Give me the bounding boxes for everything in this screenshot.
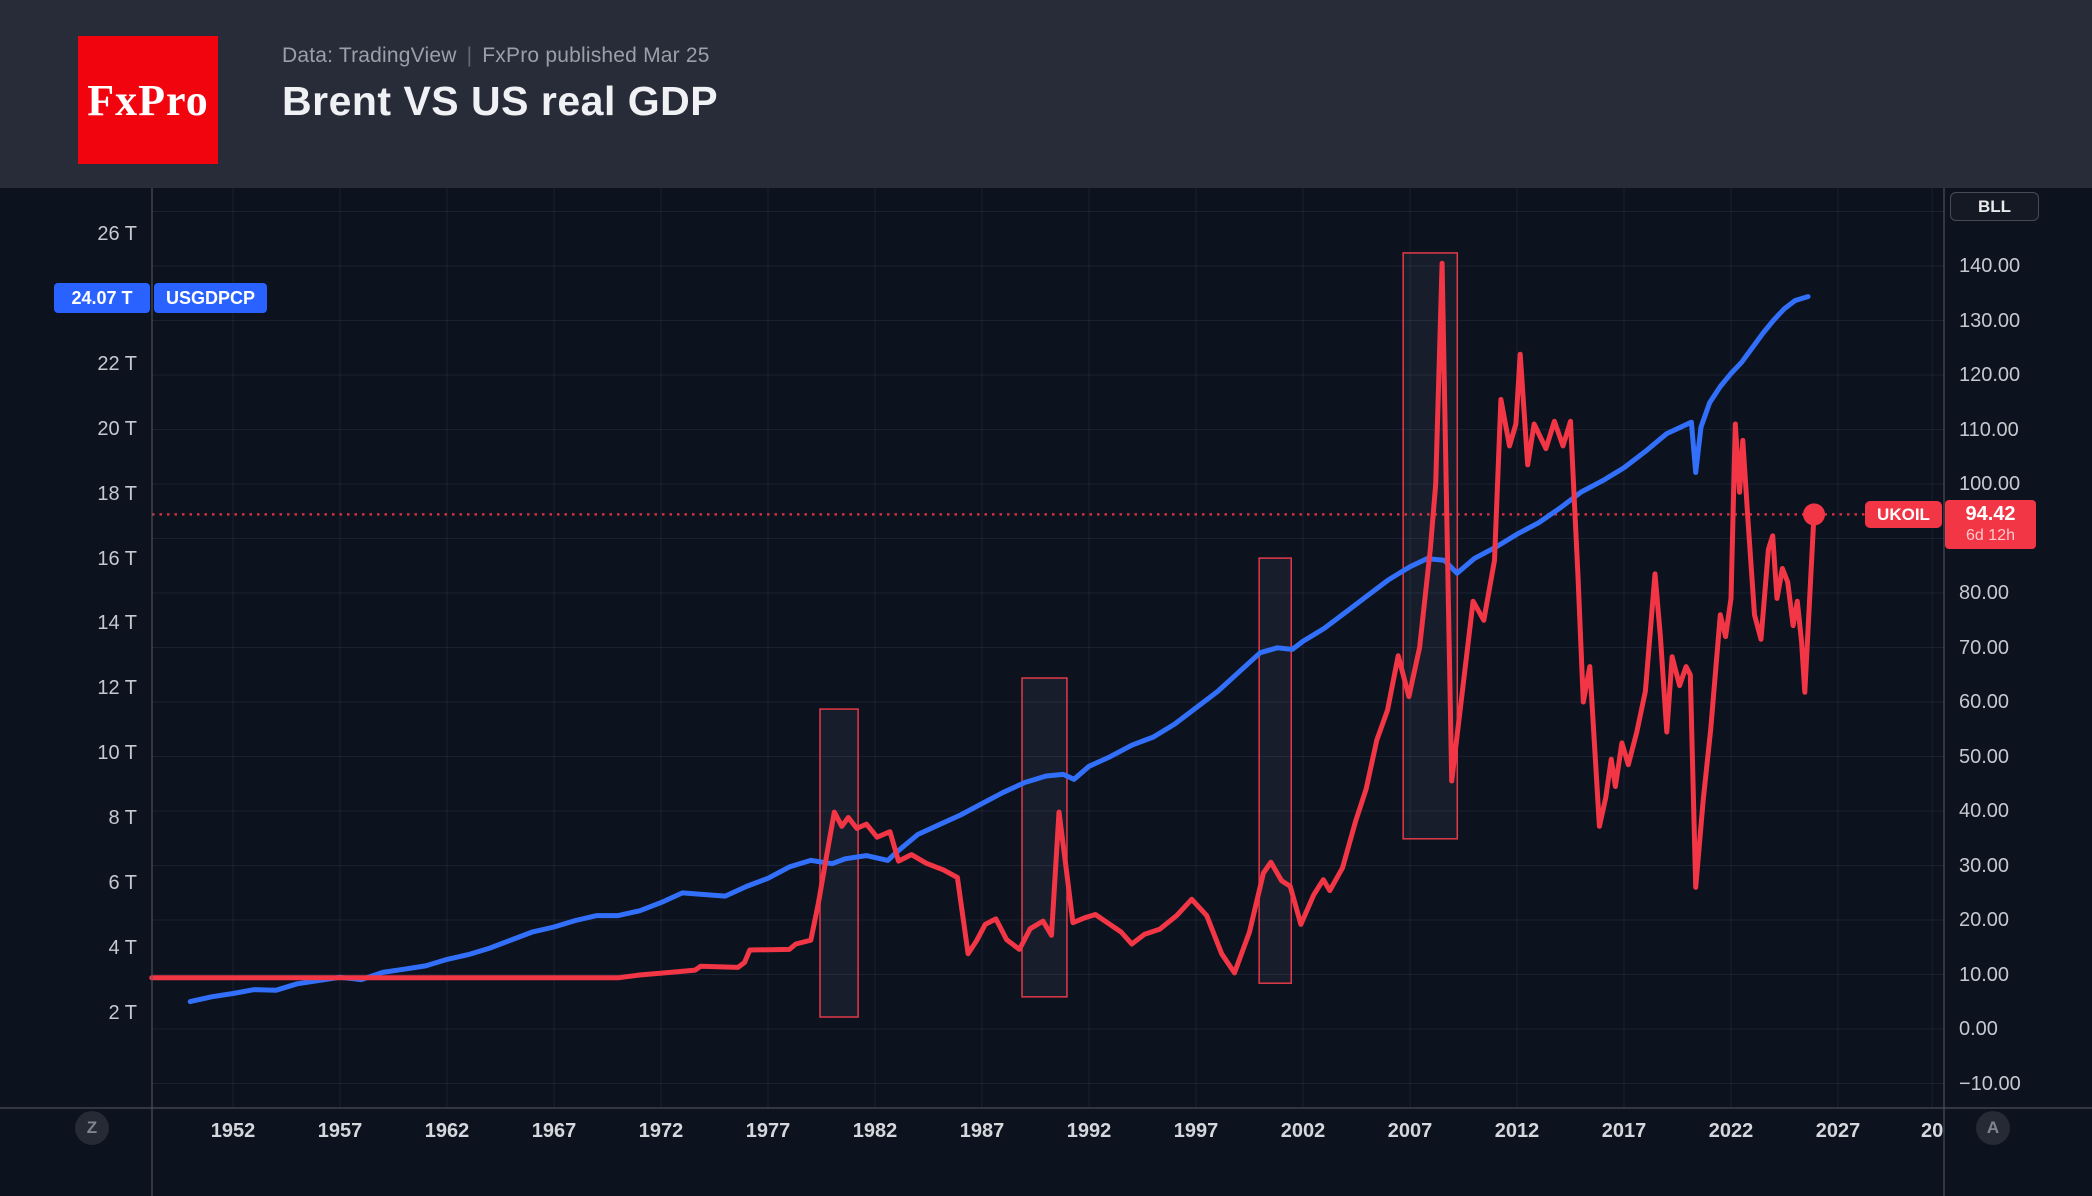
x-axis-tick: 1997 bbox=[1173, 1120, 1219, 1142]
source-suffix: FxPro published Mar 25 bbox=[482, 44, 710, 67]
usgdpcp-series-badge: USGDPCP bbox=[154, 283, 267, 313]
x-axis-tick: 1987 bbox=[959, 1120, 1005, 1142]
right-axis-tick: 30.00 bbox=[1959, 854, 2010, 877]
x-axis-tick: 1992 bbox=[1066, 1120, 1112, 1142]
source-prefix: Data: TradingView bbox=[282, 44, 457, 67]
left-axis-tick: 10 T bbox=[97, 742, 137, 765]
left-axis-tick: 18 T bbox=[97, 482, 137, 505]
left-axis-tick: 20 T bbox=[97, 417, 137, 440]
fxpro-logo-text: FxPro bbox=[87, 75, 209, 125]
header: FxPro Data: TradingView | FxPro published … bbox=[0, 0, 2092, 188]
x-axis-tick: 2017 bbox=[1601, 1120, 1647, 1142]
auto-scale-button[interactable]: A bbox=[1976, 1111, 2010, 1145]
x-axis-tick: 1972 bbox=[638, 1120, 684, 1142]
right-axis-tick: 70.00 bbox=[1959, 636, 2010, 659]
x-axis-tick: 20 bbox=[1921, 1120, 1944, 1142]
x-axis-tick: 2002 bbox=[1280, 1120, 1326, 1142]
ukoil-price-value: 94.42 bbox=[1965, 502, 2016, 525]
x-axis-tick: 1967 bbox=[531, 1120, 577, 1142]
right-axis-tick: 50.00 bbox=[1959, 745, 2010, 768]
plot-canvas[interactable] bbox=[0, 188, 2092, 1196]
left-axis-tick: 26 T bbox=[97, 222, 137, 245]
right-axis-tick: 10.00 bbox=[1959, 963, 2010, 986]
right-axis-tick: 130.00 bbox=[1959, 309, 2021, 332]
right-axis-tick: −10.00 bbox=[1959, 1072, 2021, 1095]
x-axis-tick: 1982 bbox=[852, 1120, 898, 1142]
ukoil-last-point-marker bbox=[1803, 503, 1826, 526]
right-axis-tick: 110.00 bbox=[1959, 418, 2019, 441]
right-axis-tick: 60.00 bbox=[1959, 691, 2010, 713]
unit-badge-bll: BLL bbox=[1950, 192, 2039, 221]
ukoil-price-badge: 94.42 6d 12h bbox=[1945, 500, 2036, 549]
ukoil-series-badge: UKOIL bbox=[1865, 501, 1942, 528]
left-axis-tick: 16 T bbox=[97, 547, 137, 570]
right-axis-tick: 0.00 bbox=[1959, 1018, 1998, 1040]
source-separator: | bbox=[466, 44, 473, 67]
series-usgdpcp bbox=[187, 294, 1811, 1005]
x-axis-tick: 1977 bbox=[745, 1120, 791, 1142]
left-axis-tick: 22 T bbox=[97, 352, 137, 375]
page-title: Brent VS US real GDP bbox=[282, 78, 719, 124]
x-axis-tick: 1957 bbox=[317, 1120, 363, 1142]
left-axis-tick: 14 T bbox=[97, 612, 137, 635]
left-axis-tick: 8 T bbox=[108, 807, 137, 830]
source-line: Data: TradingView | FxPro published Mar 25 bbox=[282, 44, 718, 68]
left-axis-tick: 6 T bbox=[108, 872, 137, 895]
left-axis-tick: 12 T bbox=[97, 677, 137, 700]
usgdpcp-value-badge: 24.07 T bbox=[54, 283, 150, 313]
recession-band bbox=[1258, 557, 1292, 984]
fxpro-logo: FxPro bbox=[78, 36, 218, 164]
right-axis-tick: 100.00 bbox=[1959, 473, 2021, 495]
series-ukoil bbox=[149, 260, 1817, 981]
right-axis-tick: 140.00 bbox=[1959, 255, 2021, 277]
x-axis-tick: 1962 bbox=[424, 1120, 470, 1142]
x-axis-tick: 2012 bbox=[1494, 1120, 1540, 1142]
x-axis-tick: 2022 bbox=[1708, 1120, 1754, 1142]
x-axis-tick: 2027 bbox=[1815, 1120, 1861, 1142]
right-axis-tick: 120.00 bbox=[1959, 364, 2021, 386]
x-axis-tick: 2007 bbox=[1387, 1120, 1433, 1142]
timezone-button[interactable]: Z bbox=[75, 1111, 109, 1145]
left-axis-tick: 4 T bbox=[108, 937, 137, 960]
chart-area: 26 T 22 T 20 T 18 T 16 T 14 T 12 T 10 T 8 T 6 T 4 … bbox=[0, 188, 2092, 1196]
right-axis-tick: 80.00 bbox=[1959, 582, 2010, 604]
left-axis-tick: 2 T bbox=[108, 1002, 137, 1024]
right-axis-tick: 20.00 bbox=[1959, 909, 2010, 931]
ukoil-countdown: 6d 12h bbox=[1966, 526, 2015, 544]
x-axis-tick: 1952 bbox=[210, 1120, 256, 1142]
right-axis-tick: 40.00 bbox=[1959, 800, 2010, 822]
